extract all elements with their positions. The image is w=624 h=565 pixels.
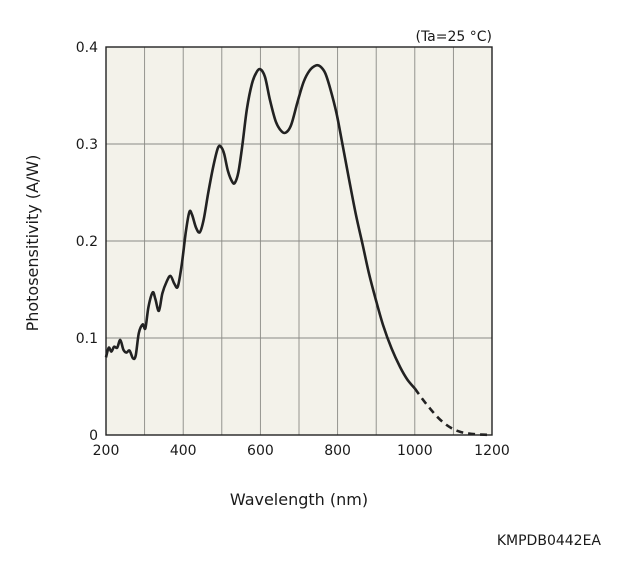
photosensitivity-curve [104, 63, 416, 390]
x-tick-label: 200 [93, 443, 120, 459]
y-tick-label: 0.1 [76, 331, 98, 347]
document-code: KMPDB0442EA [497, 533, 602, 549]
y-tick-label: 0.2 [76, 234, 98, 250]
x-axis-ticks: 200 400 600 800 1000 1200 [93, 443, 510, 459]
x-tick-label: 1000 [397, 443, 433, 459]
temperature-note: (Ta=25 °C) [415, 29, 492, 45]
x-axis-label: Wavelength (nm) [230, 490, 368, 509]
y-axis-ticks: 0 0.1 0.2 0.3 0.4 [76, 40, 98, 444]
y-axis-label: Photosensitivity (A/W) [23, 155, 42, 332]
y-tick-label: 0 [89, 428, 98, 444]
grid-lines [106, 47, 492, 435]
x-tick-label: 400 [170, 443, 197, 459]
y-tick-label: 0.3 [76, 137, 98, 153]
data-series [104, 63, 493, 437]
y-tick-label: 0.4 [76, 40, 98, 56]
plot-frame [105, 46, 493, 436]
x-tick-label: 800 [324, 443, 351, 459]
x-tick-label: 1200 [474, 443, 510, 459]
x-tick-label: 600 [247, 443, 274, 459]
